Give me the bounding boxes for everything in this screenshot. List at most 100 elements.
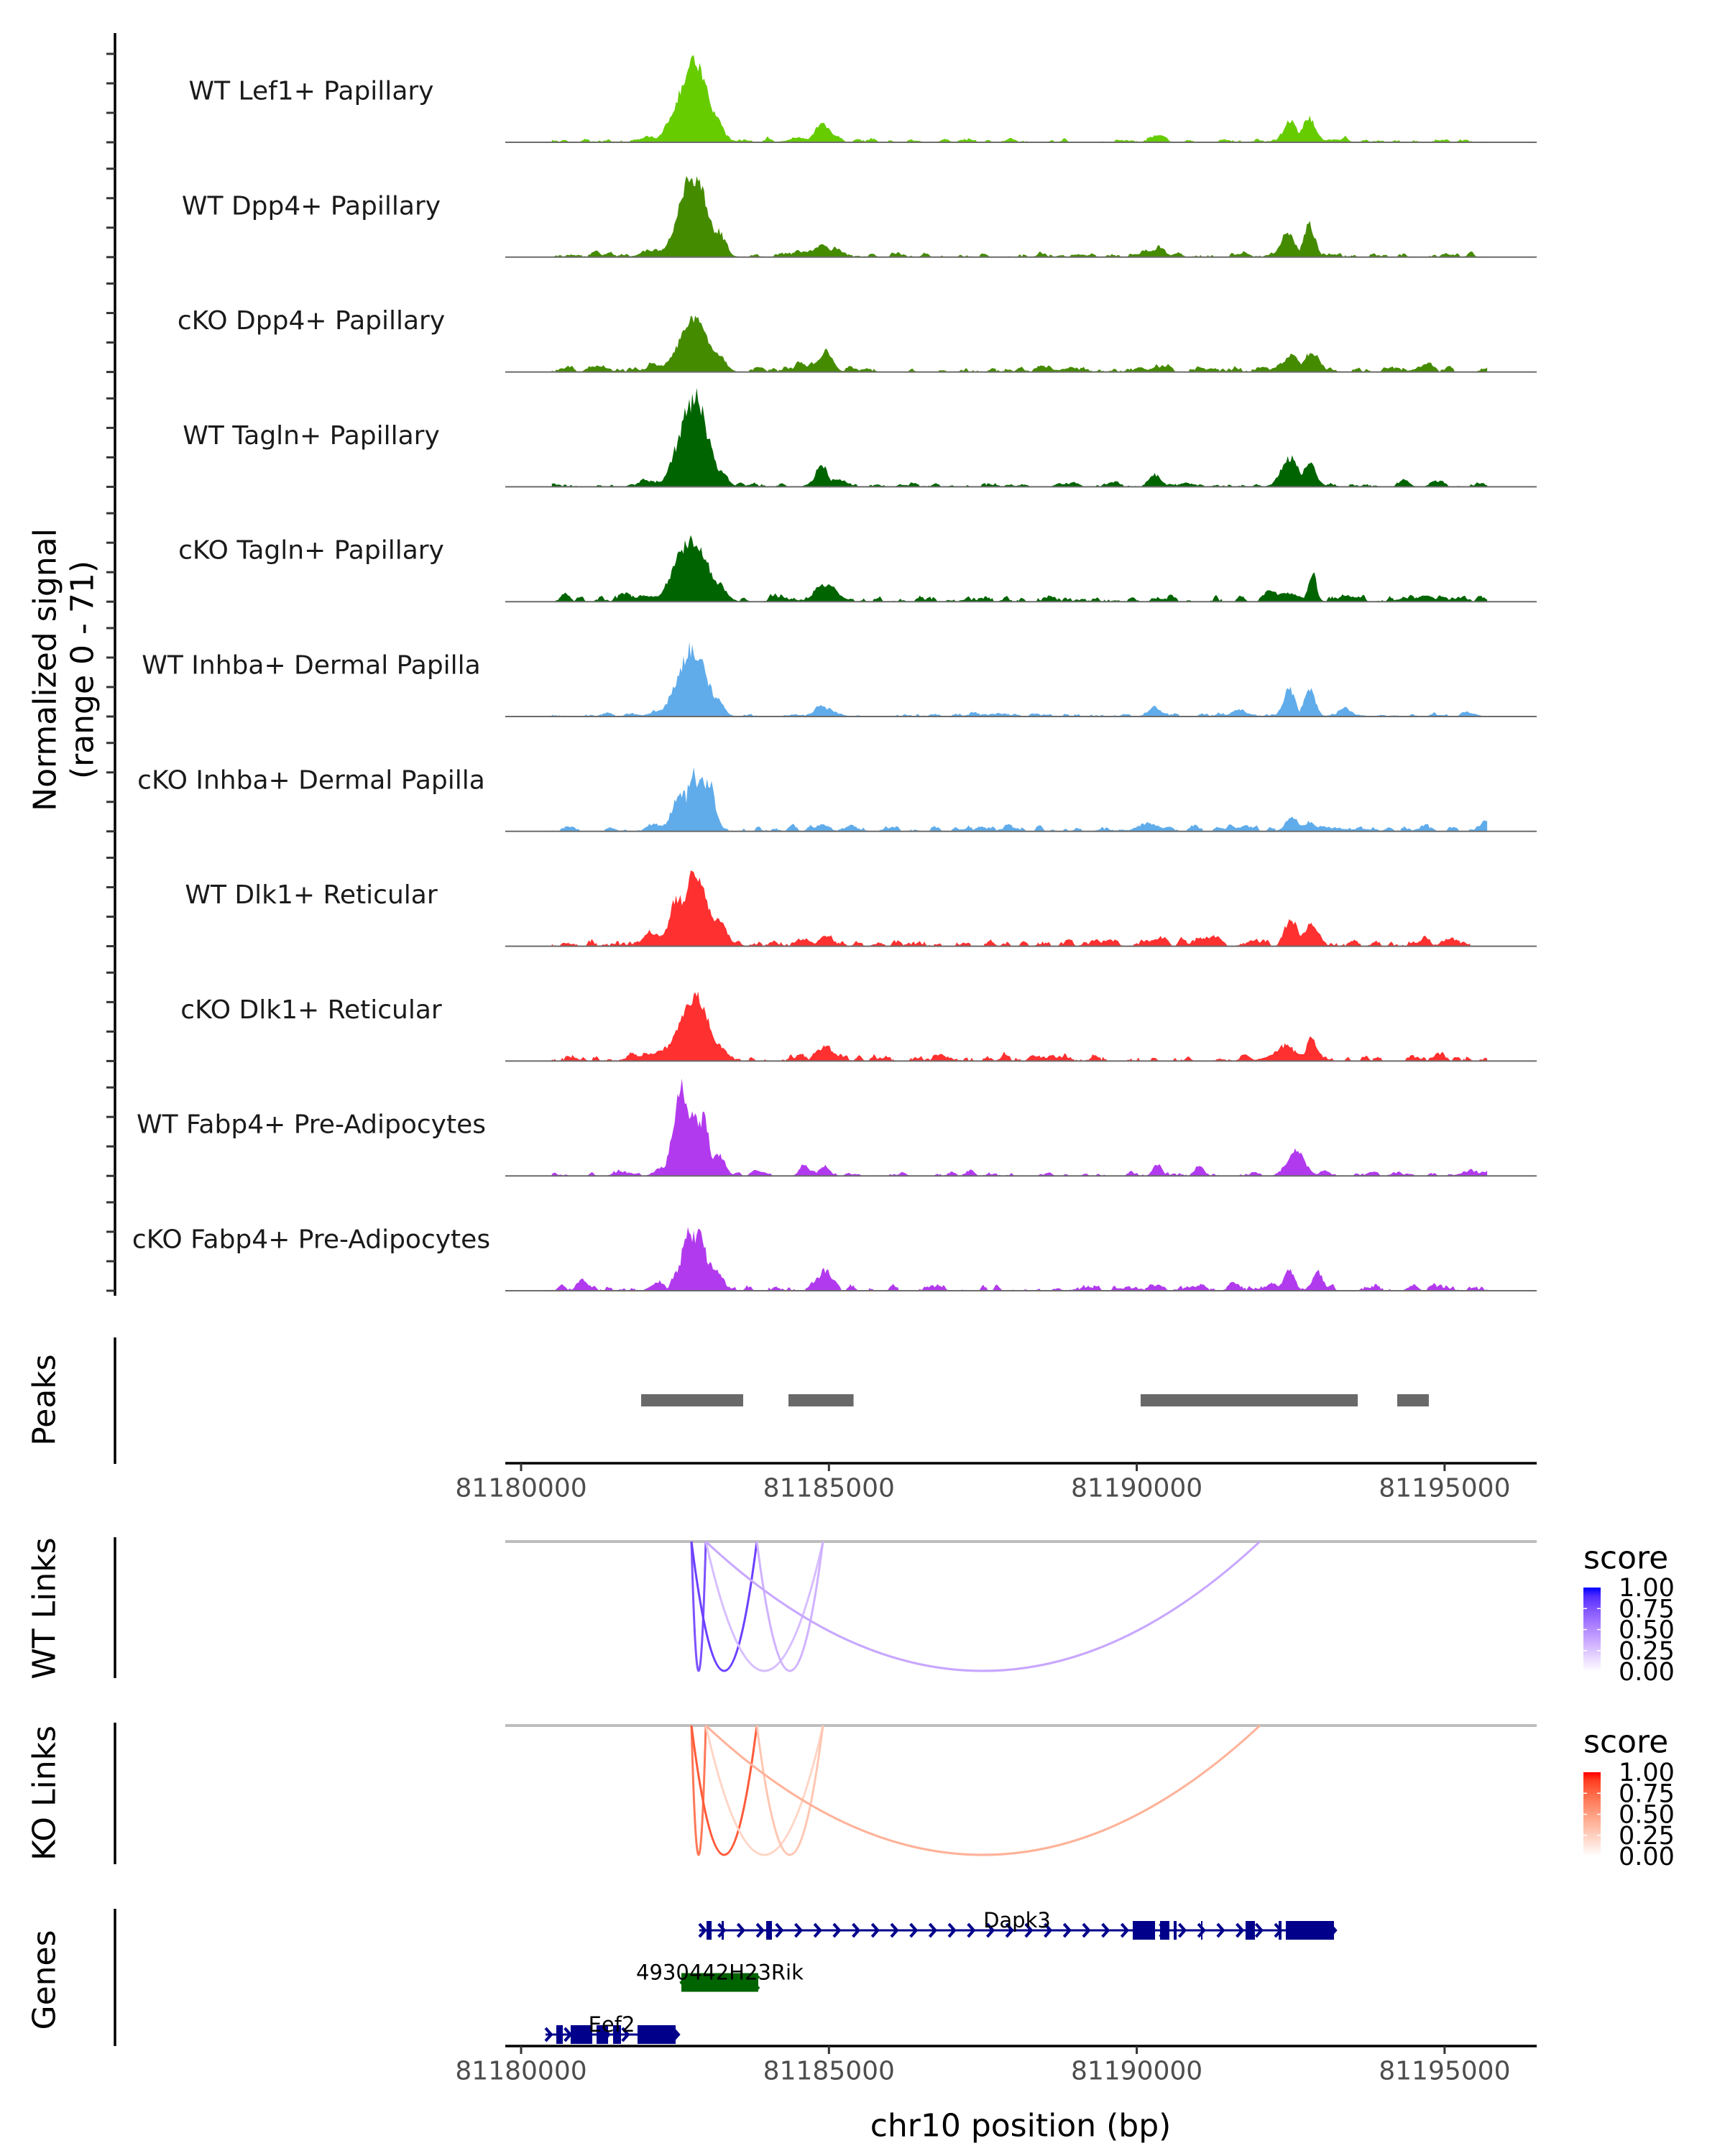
gene-label: 4930442H23Rik: [636, 1961, 804, 1985]
track-label: cKO Tagln+ Papillary: [178, 536, 444, 566]
link-arc: [690, 1725, 758, 1856]
track-label: WT Tagln+ Papillary: [183, 421, 440, 451]
strand-arrow-icon: [870, 1922, 880, 1938]
strand-arrow-icon: [985, 1922, 995, 1938]
peaks-panel: 81180000 81185000 81190000 81195000: [114, 1337, 1537, 1503]
coverage-track: WT Lef1+ Papillary: [106, 52, 1537, 144]
link-arc: [704, 1725, 824, 1856]
coverage-tracks: WT Lef1+ Papillary WT Dpp4+ Papillary cKO …: [106, 33, 1537, 1296]
score-legend: 1.000.750.500.250.00: [1583, 1759, 1675, 1871]
legend-label: 0.25: [1619, 1637, 1675, 1666]
link-arc: [704, 1724, 1261, 1856]
link-arc: [704, 1540, 1261, 1672]
legend-label: 0.50: [1619, 1801, 1675, 1830]
legend-label: 0.25: [1619, 1822, 1675, 1851]
gene-exon: [556, 2025, 564, 2044]
x-axis-title: chr10 position (bp): [870, 2108, 1172, 2145]
track-label: WT Inhba+ Dermal Papilla: [142, 651, 480, 681]
link-arc: [690, 1541, 758, 1672]
strand-arrow-icon: [1216, 1922, 1225, 1938]
gene-label: Dapk3: [983, 1908, 1051, 1932]
gene-exon: [766, 1921, 772, 1940]
ko-links-track-label: KO Links: [27, 1726, 63, 1861]
legend-label: 1.00: [1619, 1759, 1675, 1787]
peak-region-bar: [641, 1394, 743, 1406]
link-track: [114, 1723, 1537, 1864]
strand-arrow-icon: [1062, 1922, 1072, 1938]
genes-track-label: Genes: [27, 1930, 63, 2030]
link-arc: [704, 1541, 824, 1672]
strand-arrow-icon: [1120, 1922, 1130, 1938]
peaks-track-label: Peaks: [27, 1354, 63, 1445]
strand-arrow-icon: [736, 1922, 746, 1938]
peak-region-bar: [788, 1394, 854, 1406]
strand-arrow-icon: [717, 1922, 727, 1938]
y-axis-title-line1: Normalized signal: [27, 528, 64, 811]
strand-arrow-icon: [1101, 1922, 1110, 1938]
strand-arrow-icon: [1177, 1922, 1187, 1938]
legend-label: 0.00: [1619, 1658, 1675, 1687]
strand-arrow-icon: [794, 1922, 804, 1938]
strand-arrow-icon: [1082, 1922, 1091, 1938]
strand-arrow-icon: [813, 1922, 822, 1938]
coverage-track: cKO Inhba+ Dermal Papilla: [106, 742, 1537, 833]
link-arc: [755, 1725, 824, 1856]
coverage-track: cKO Fabp4+ Pre-Adipocytes: [106, 1201, 1537, 1292]
gene-exon: [1285, 1921, 1334, 1940]
gene-exon: [681, 1973, 758, 1992]
strand-arrow-icon: [698, 1922, 707, 1938]
coverage-track: cKO Dpp4+ Papillary: [106, 282, 1537, 374]
track-label: WT Dlk1+ Reticular: [185, 880, 437, 910]
gene: Eef2: [544, 2012, 681, 2044]
legend-label: 0.75: [1619, 1595, 1675, 1623]
gene-exon: [1133, 1921, 1156, 1940]
link-arc: [755, 1541, 824, 1672]
track-label: cKO Dlk1+ Reticular: [180, 995, 442, 1025]
x-tick-label: 81180000: [455, 2057, 586, 2086]
strand-arrow-icon: [852, 1922, 861, 1938]
gene-exon: [1159, 1921, 1169, 1940]
links-panels: [114, 1537, 1537, 1864]
coverage-area: [551, 991, 1488, 1061]
strand-arrow-icon: [564, 2027, 573, 2042]
strand-arrow-icon: [890, 1922, 899, 1938]
track-label: WT Fabp4+ Pre-Adipocytes: [137, 1110, 486, 1140]
link-arc: [690, 1541, 707, 1672]
gene-exon: [1173, 1921, 1177, 1940]
strand-arrow-icon: [775, 1922, 784, 1938]
coverage-track: WT Inhba+ Dermal Papilla: [106, 627, 1537, 718]
gene-exon: [570, 2025, 593, 2044]
wt-links-track-label: WT Links: [27, 1537, 63, 1679]
strand-arrow-icon: [909, 1922, 919, 1938]
x-tick-label: 81185000: [763, 1474, 895, 1503]
strand-arrow-icon: [1254, 1922, 1264, 1938]
score-legends: 1.000.750.500.250.001.000.750.500.250.00: [1583, 1574, 1675, 1871]
strand-arrow-icon: [1236, 1922, 1245, 1938]
wt-legend-title: score: [1583, 1540, 1668, 1577]
ko-legend-title: score: [1583, 1724, 1668, 1761]
gene: 4930442H23Rik: [636, 1961, 804, 1992]
x-tick-label: 81190000: [1071, 1474, 1202, 1503]
track-label: cKO Inhba+ Dermal Papilla: [137, 765, 485, 795]
coverage-track: cKO Tagln+ Papillary: [106, 512, 1537, 603]
strand-arrow-icon: [544, 2027, 553, 2042]
gene-exon: [707, 1921, 712, 1940]
strand-arrow-icon: [1005, 1922, 1014, 1938]
strand-arrow-icon: [1044, 1922, 1053, 1938]
coverage-track: WT Tagln+ Papillary: [106, 387, 1537, 488]
score-legend: 1.000.750.500.250.00: [1583, 1574, 1675, 1687]
strand-arrow-icon: [1024, 1922, 1034, 1938]
gene-label: Eef2: [589, 2012, 635, 2037]
strand-arrow-icon: [967, 1922, 976, 1938]
gene: Dapk3: [698, 1908, 1338, 1940]
gene-exon: [637, 2025, 676, 2044]
legend-label: 1.00: [1619, 1574, 1675, 1603]
gene-exon: [1201, 1921, 1203, 1940]
link-track: [114, 1537, 1537, 1678]
strand-arrow-icon: [947, 1922, 957, 1938]
gene-exon: [597, 2025, 609, 2044]
strand-arrow-icon: [755, 1922, 765, 1938]
